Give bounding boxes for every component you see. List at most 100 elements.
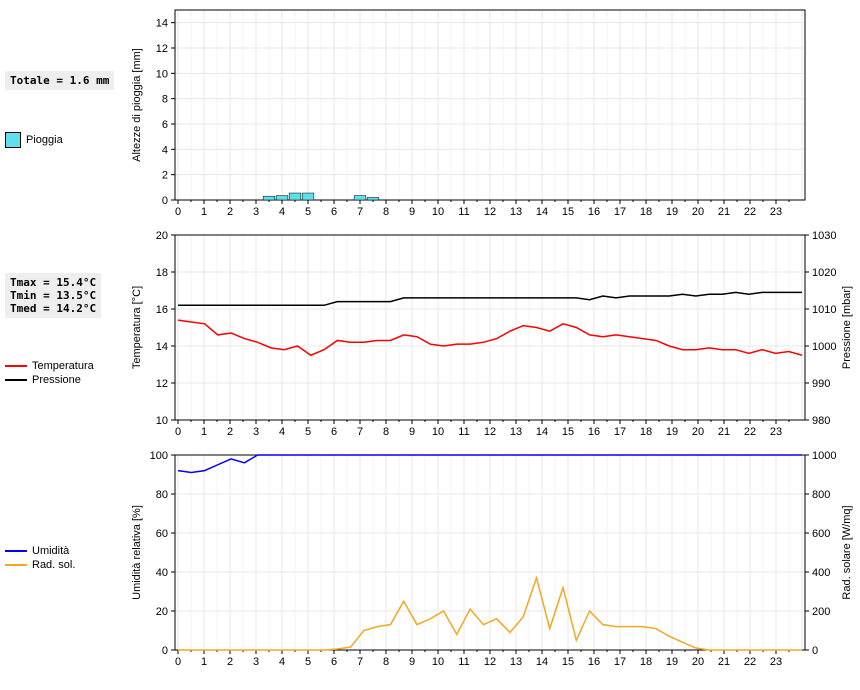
- svg-text:12: 12: [156, 378, 168, 390]
- stat-line: Tmed = 14.2°C: [10, 302, 96, 315]
- legend-line-icon: [5, 564, 27, 566]
- svg-text:8: 8: [383, 426, 389, 435]
- svg-text:18: 18: [156, 267, 168, 279]
- y-axis-label-left: Umidità relativa [%]: [131, 505, 143, 600]
- svg-text:10: 10: [432, 426, 444, 435]
- svg-text:17: 17: [614, 426, 626, 435]
- svg-text:19: 19: [666, 206, 678, 215]
- svg-text:20: 20: [692, 206, 704, 215]
- svg-text:11: 11: [458, 656, 469, 668]
- svg-text:4: 4: [279, 206, 285, 215]
- svg-text:8: 8: [383, 656, 389, 668]
- svg-text:6: 6: [162, 119, 168, 131]
- svg-text:11: 11: [458, 426, 469, 435]
- svg-text:1000: 1000: [812, 450, 836, 462]
- svg-text:40: 40: [156, 567, 168, 579]
- svg-text:17: 17: [614, 206, 626, 215]
- legend-label: Pressione: [32, 374, 81, 386]
- legend-column: Umidità Rad. sol.: [5, 543, 120, 573]
- chart-svg: 0204060801000200400600800100001234567891…: [120, 445, 860, 670]
- svg-text:600: 600: [812, 528, 830, 540]
- chart-svg: 1012141618209809901000101010201030012345…: [120, 225, 860, 435]
- svg-text:7: 7: [357, 656, 363, 668]
- svg-text:11: 11: [458, 206, 469, 215]
- svg-text:2: 2: [227, 656, 233, 668]
- svg-text:15: 15: [562, 426, 574, 435]
- legend-line-icon: [5, 365, 27, 367]
- svg-text:3: 3: [253, 206, 259, 215]
- svg-text:18: 18: [640, 656, 652, 668]
- svg-text:10: 10: [156, 68, 168, 80]
- legend-label: Rad. sol.: [32, 559, 75, 571]
- svg-text:4: 4: [279, 656, 285, 668]
- svg-text:200: 200: [812, 606, 830, 618]
- svg-text:9: 9: [409, 426, 415, 435]
- svg-text:3: 3: [253, 426, 259, 435]
- svg-text:23: 23: [770, 656, 782, 668]
- svg-text:1: 1: [201, 426, 207, 435]
- svg-text:80: 80: [156, 489, 168, 501]
- svg-text:20: 20: [156, 230, 168, 242]
- svg-text:19: 19: [666, 426, 678, 435]
- svg-text:990: 990: [812, 378, 830, 390]
- svg-text:100: 100: [150, 450, 168, 462]
- svg-text:14: 14: [536, 206, 548, 215]
- svg-text:1: 1: [201, 656, 207, 668]
- chart-panel: Tmax = 15.4°CTmin = 13.5°CTmed = 14.2°CT…: [5, 225, 855, 435]
- svg-text:0: 0: [162, 195, 168, 207]
- svg-text:0: 0: [812, 645, 818, 657]
- svg-text:8: 8: [162, 94, 168, 106]
- stat-line: Tmin = 13.5°C: [10, 289, 96, 302]
- svg-text:10: 10: [156, 415, 168, 427]
- svg-text:7: 7: [357, 206, 363, 215]
- chart-panel: Totale = 1.6 mmPioggia024681012140123456…: [5, 5, 855, 215]
- svg-text:13: 13: [510, 426, 522, 435]
- svg-text:16: 16: [588, 656, 600, 668]
- svg-text:800: 800: [812, 489, 830, 501]
- svg-text:1030: 1030: [812, 230, 836, 242]
- svg-text:980: 980: [812, 415, 830, 427]
- svg-text:6: 6: [331, 656, 337, 668]
- svg-text:3: 3: [253, 656, 259, 668]
- svg-text:23: 23: [770, 206, 782, 215]
- svg-text:1010: 1010: [812, 304, 836, 316]
- svg-text:2: 2: [227, 206, 233, 215]
- legend-label: Umidità: [32, 545, 69, 557]
- svg-text:5: 5: [305, 206, 311, 215]
- stat-box: Tmax = 15.4°CTmin = 13.5°CTmed = 14.2°C: [5, 273, 101, 318]
- svg-text:0: 0: [175, 656, 181, 668]
- svg-text:22: 22: [744, 426, 756, 435]
- svg-text:21: 21: [718, 656, 730, 668]
- svg-text:0: 0: [175, 426, 181, 435]
- svg-text:14: 14: [536, 426, 548, 435]
- legend-column: Totale = 1.6 mmPioggia: [5, 71, 120, 150]
- svg-text:7: 7: [357, 426, 363, 435]
- svg-text:16: 16: [588, 206, 600, 215]
- legend-label: Temperatura: [32, 360, 94, 372]
- svg-text:20: 20: [692, 656, 704, 668]
- svg-text:14: 14: [156, 341, 168, 353]
- legend-line-icon: [5, 550, 27, 552]
- svg-text:15: 15: [562, 206, 574, 215]
- svg-text:20: 20: [156, 606, 168, 618]
- svg-text:1020: 1020: [812, 267, 836, 279]
- y-axis-label-right: Rad. solare [W/mq]: [841, 505, 853, 599]
- svg-text:22: 22: [744, 206, 756, 215]
- legend-label: Pioggia: [26, 134, 63, 146]
- legend-line-icon: [5, 379, 27, 381]
- svg-text:14: 14: [156, 18, 168, 30]
- legend-column: Tmax = 15.4°CTmin = 13.5°CTmed = 14.2°CT…: [5, 273, 120, 388]
- svg-text:12: 12: [484, 426, 496, 435]
- svg-text:21: 21: [718, 206, 730, 215]
- svg-text:9: 9: [409, 206, 415, 215]
- svg-text:13: 13: [510, 206, 522, 215]
- y-axis-label-right: Pressione [mbar]: [841, 286, 853, 369]
- svg-text:8: 8: [383, 206, 389, 215]
- svg-text:12: 12: [484, 656, 496, 668]
- svg-text:20: 20: [692, 426, 704, 435]
- svg-text:4: 4: [162, 144, 168, 156]
- svg-text:14: 14: [536, 656, 548, 668]
- svg-text:19: 19: [666, 656, 678, 668]
- svg-text:22: 22: [744, 656, 756, 668]
- chart-svg: 0246810121401234567891011121314151617181…: [120, 5, 860, 215]
